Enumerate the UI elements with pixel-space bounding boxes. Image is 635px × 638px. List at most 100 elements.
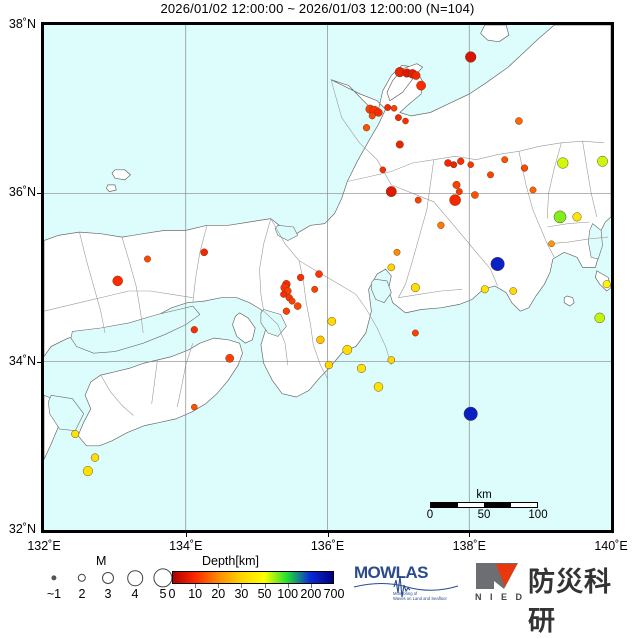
prefecture-border — [391, 184, 463, 236]
coastline-oki — [111, 169, 131, 181]
prefecture-border — [547, 221, 590, 228]
earthquake-marker[interactable] — [548, 240, 555, 248]
earthquake-marker[interactable] — [395, 140, 404, 149]
earthquake-marker[interactable] — [225, 353, 235, 363]
depth-label-10: 10 — [188, 587, 203, 601]
prefecture-border — [347, 159, 434, 182]
earthquake-marker[interactable] — [487, 171, 494, 179]
coastline-izu_oshima — [563, 295, 575, 307]
earthquake-marker[interactable] — [414, 196, 422, 204]
lat-tick-label-36: 36˚N — [8, 185, 36, 200]
earthquake-marker[interactable] — [384, 104, 392, 111]
map-frame[interactable] — [41, 22, 614, 533]
earthquake-marker[interactable] — [374, 108, 383, 117]
map-canvas — [44, 25, 611, 530]
earthquake-marker[interactable] — [437, 221, 445, 229]
depth-label-700: 700 — [323, 587, 345, 601]
earthquake-marker[interactable] — [602, 280, 611, 289]
magnitude-symbol-5 — [153, 568, 173, 588]
earthquake-marker[interactable] — [387, 263, 396, 272]
earthquake-marker[interactable] — [490, 256, 505, 272]
magnitude-label-2: 2 — [78, 587, 86, 601]
prefecture-border — [79, 232, 106, 334]
earthquake-marker[interactable] — [480, 285, 489, 294]
earthquake-marker[interactable] — [411, 329, 419, 337]
earthquake-marker[interactable] — [529, 186, 537, 194]
inland-sea-tokyo_bay — [587, 223, 603, 260]
mowlas-wordmark-text: MOWLAS — [354, 563, 428, 582]
earthquake-marker[interactable] — [594, 312, 605, 324]
earthquake-marker[interactable] — [393, 248, 401, 256]
earthquake-marker[interactable] — [112, 275, 123, 287]
earthquake-marker[interactable] — [280, 290, 288, 298]
earthquake-marker[interactable] — [296, 273, 305, 282]
prefecture-border — [412, 159, 435, 261]
earthquake-marker[interactable] — [342, 345, 353, 355]
earthquake-marker[interactable] — [465, 51, 477, 63]
earthquake-marker[interactable] — [368, 112, 376, 120]
earthquake-marker[interactable] — [362, 124, 371, 132]
nied-logo[interactable]: N I E D 防災科研 — [474, 561, 632, 637]
earthquake-marker[interactable] — [190, 326, 198, 334]
earthquake-marker[interactable] — [90, 453, 100, 462]
earthquake-marker[interactable] — [411, 71, 421, 80]
earthquake-marker[interactable] — [282, 307, 291, 315]
earthquake-marker[interactable] — [450, 161, 458, 169]
inland-sea-ise_bay — [371, 278, 392, 304]
mowlas-logo-graphic: MOWLAS Monitoring of Waves on Land and S… — [353, 563, 459, 601]
scale-bar-segment — [458, 503, 485, 507]
earthquake-marker[interactable] — [509, 287, 517, 295]
earthquake-marker[interactable] — [324, 360, 334, 370]
earthquake-marker[interactable] — [200, 248, 208, 257]
earthquake-marker[interactable] — [288, 297, 296, 305]
earthquake-marker[interactable] — [144, 255, 151, 263]
earthquake-marker[interactable] — [311, 285, 319, 293]
earthquake-marker[interactable] — [71, 430, 80, 438]
earthquake-marker[interactable] — [385, 186, 397, 198]
scale-bar-track — [430, 502, 538, 508]
earthquake-marker[interactable] — [471, 191, 479, 199]
earthquake-marker[interactable] — [394, 114, 402, 122]
depth-label-30: 30 — [234, 587, 249, 601]
earthquake-marker[interactable] — [390, 105, 398, 112]
map-plot-area[interactable] — [44, 25, 611, 530]
earthquake-markers — [71, 51, 611, 477]
earthquake-marker[interactable] — [410, 283, 420, 293]
earthquake-marker[interactable] — [572, 212, 582, 222]
inland-sea-bungo — [47, 394, 85, 432]
nied-mark-red-wedge — [496, 564, 517, 587]
earthquake-marker[interactable] — [356, 363, 367, 373]
earthquake-marker[interactable] — [449, 194, 461, 206]
earthquake-marker[interactable] — [553, 210, 567, 224]
earthquake-marker[interactable] — [520, 164, 529, 172]
earthquake-marker[interactable] — [82, 466, 93, 477]
prefecture-border — [259, 218, 272, 312]
earthquake-marker[interactable] — [327, 316, 337, 326]
prefecture-border — [398, 289, 463, 298]
prefecture-border — [518, 151, 548, 244]
earthquake-marker[interactable] — [597, 155, 608, 167]
earthquake-marker[interactable] — [315, 270, 323, 278]
earthquake-marker[interactable] — [316, 335, 325, 344]
earthquake-marker[interactable] — [373, 382, 384, 392]
earthquake-marker[interactable] — [515, 117, 523, 125]
earthquake-marker[interactable] — [191, 403, 198, 411]
earthquake-marker[interactable] — [387, 356, 396, 364]
prefecture-border — [176, 343, 194, 408]
mowlas-logo[interactable]: MOWLAS Monitoring of Waves on Land and S… — [352, 561, 462, 603]
earthquake-marker[interactable] — [467, 161, 474, 168]
prefecture-border — [121, 237, 144, 334]
earthquake-marker[interactable] — [379, 166, 387, 174]
lon-tick-label-140: 140˚E — [594, 539, 628, 553]
earthquake-marker[interactable] — [402, 117, 409, 125]
earthquake-marker[interactable] — [457, 157, 465, 165]
earthquake-marker[interactable] — [455, 188, 463, 196]
earthquake-marker[interactable] — [463, 406, 478, 421]
lat-tick — [37, 361, 42, 363]
earthquake-marker[interactable] — [293, 302, 302, 310]
earthquake-marker[interactable] — [557, 157, 569, 169]
earthquake-marker[interactable] — [452, 180, 461, 189]
earthquake-marker[interactable] — [416, 80, 426, 91]
earthquake-marker[interactable] — [501, 156, 509, 164]
scale-bar: km 0 50 100 — [427, 489, 548, 523]
